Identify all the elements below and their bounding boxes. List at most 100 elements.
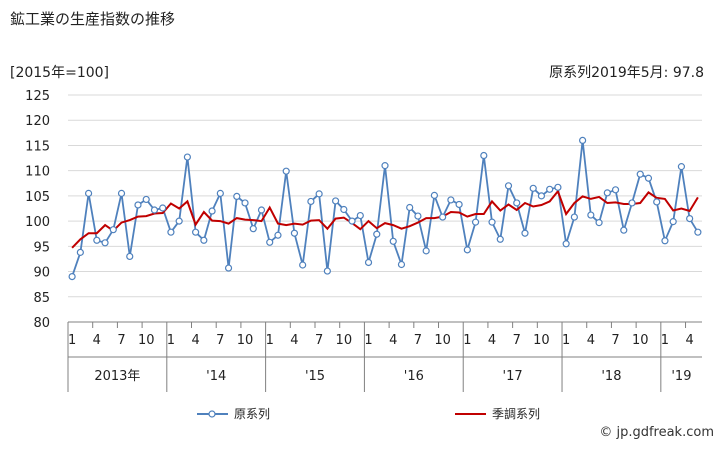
y-tick-label: 110 [25, 165, 50, 180]
y-tick-label: 80 [33, 316, 50, 331]
x-year-label: '18 [601, 369, 621, 384]
x-month-tick-label: 1 [364, 333, 372, 348]
y-axis-tick-labels: 80 85 90 95 100 105 110 115 120 125 [25, 89, 50, 331]
data-point-original [579, 136, 587, 144]
data-point-original [159, 204, 167, 212]
data-point-original [348, 217, 356, 225]
data-point-original [192, 228, 200, 236]
data-point-original [340, 205, 348, 214]
y-tick-label: 95 [33, 240, 50, 255]
x-month-tick-label: 1 [167, 333, 175, 348]
data-point-original [669, 218, 677, 226]
data-point-original [620, 226, 628, 234]
data-point-original [455, 200, 463, 209]
data-point-original [694, 228, 702, 236]
data-point-original [447, 196, 455, 204]
data-point-original [282, 167, 290, 175]
data-point-original [117, 189, 126, 197]
data-point-original [299, 261, 307, 269]
data-point-original [603, 189, 611, 197]
y-tick-label: 100 [25, 215, 50, 230]
data-point-original [167, 228, 175, 236]
data-point-original [307, 197, 315, 206]
x-year-label: '16 [404, 369, 424, 384]
data-point-original [249, 225, 257, 233]
x-month-tick-label: 1 [266, 333, 274, 348]
data-point-original [636, 170, 644, 178]
data-point-original [233, 192, 241, 200]
legend-marker-original [208, 410, 216, 418]
data-point-original [76, 248, 84, 256]
x-month-tick-label: 4 [488, 333, 496, 348]
data-point-original [134, 201, 142, 209]
data-point-original [570, 213, 578, 221]
source-credit: © jp.gdfreak.com [599, 425, 714, 440]
latest-value-label: 原系列2019年5月: 97.8 [549, 65, 704, 81]
data-point-original [504, 182, 513, 190]
data-point-original [644, 174, 653, 182]
x-month-tick-label: 4 [587, 333, 595, 348]
x-month-tick-label: 7 [315, 333, 323, 348]
x-month-tick-label: 1 [68, 333, 76, 348]
data-point-original [323, 267, 331, 275]
x-month-tick-label: 10 [237, 333, 254, 348]
data-point-original [430, 191, 439, 199]
x-month-tick-label: 1 [661, 333, 669, 348]
data-point-original [611, 186, 620, 194]
data-point-original [422, 247, 430, 255]
data-point-original [356, 211, 364, 220]
x-axis: 1 4 7 10 1 4 7 10 1 4 7 10 1 4 7 10 1 4 7 10 1 4 7 10 1 4 2013年 '14… [67, 321, 702, 392]
data-point-original [241, 199, 249, 207]
x-month-tick-label: 7 [117, 333, 125, 348]
x-month-tick-label: 7 [611, 333, 619, 348]
data-point-original [183, 153, 191, 161]
x-month-tick-label: 7 [414, 333, 422, 348]
legend-label-seasonal: 季調系列 [492, 407, 540, 421]
y-tick-label: 115 [25, 139, 50, 154]
data-point-original [397, 260, 406, 269]
data-point-original [562, 240, 570, 248]
data-point-original [677, 163, 686, 171]
x-month-tick-label: 10 [336, 333, 353, 348]
data-point-original [200, 236, 208, 244]
data-point-original [331, 197, 340, 205]
data-point-original [208, 207, 216, 215]
data-point-original [653, 198, 661, 206]
data-point-original [274, 231, 282, 239]
legend-label-original: 原系列 [234, 407, 270, 421]
legend: 原系列 季調系列 [197, 407, 540, 421]
data-point-original [439, 213, 447, 221]
data-point-original [364, 258, 373, 267]
data-point-original [266, 238, 274, 246]
y-tick-label: 90 [33, 266, 50, 281]
x-year-label: '19 [671, 369, 691, 384]
y-tick-label: 85 [33, 291, 50, 306]
data-point-original [628, 199, 636, 207]
data-point-original [150, 206, 159, 214]
data-point-original [529, 184, 537, 192]
x-month-tick-label: 1 [463, 333, 471, 348]
x-month-tick-label: 10 [533, 333, 550, 348]
y-tick-label: 105 [25, 190, 50, 205]
x-year-label: '17 [503, 369, 523, 384]
data-point-original [68, 273, 76, 281]
data-point-original [546, 185, 554, 193]
data-point-original [373, 230, 381, 238]
data-point-original [315, 190, 323, 198]
series-line-seasonal [71, 189, 699, 249]
y-tick-label: 120 [25, 114, 50, 129]
x-month-tick-label: 10 [434, 333, 451, 348]
unit-label: [2015年=100] [10, 65, 110, 81]
data-point-original [513, 199, 521, 207]
x-month-tick-label: 4 [191, 333, 199, 348]
x-year-label: '14 [206, 369, 226, 384]
data-point-original [257, 206, 266, 214]
data-point-original [480, 151, 488, 160]
data-point-original [381, 162, 389, 170]
y-tick-label: 125 [25, 89, 50, 104]
x-month-tick-label: 4 [290, 333, 298, 348]
x-month-tick-label: 10 [632, 333, 649, 348]
data-point-original [109, 226, 117, 234]
x-month-tick-label: 7 [216, 333, 224, 348]
